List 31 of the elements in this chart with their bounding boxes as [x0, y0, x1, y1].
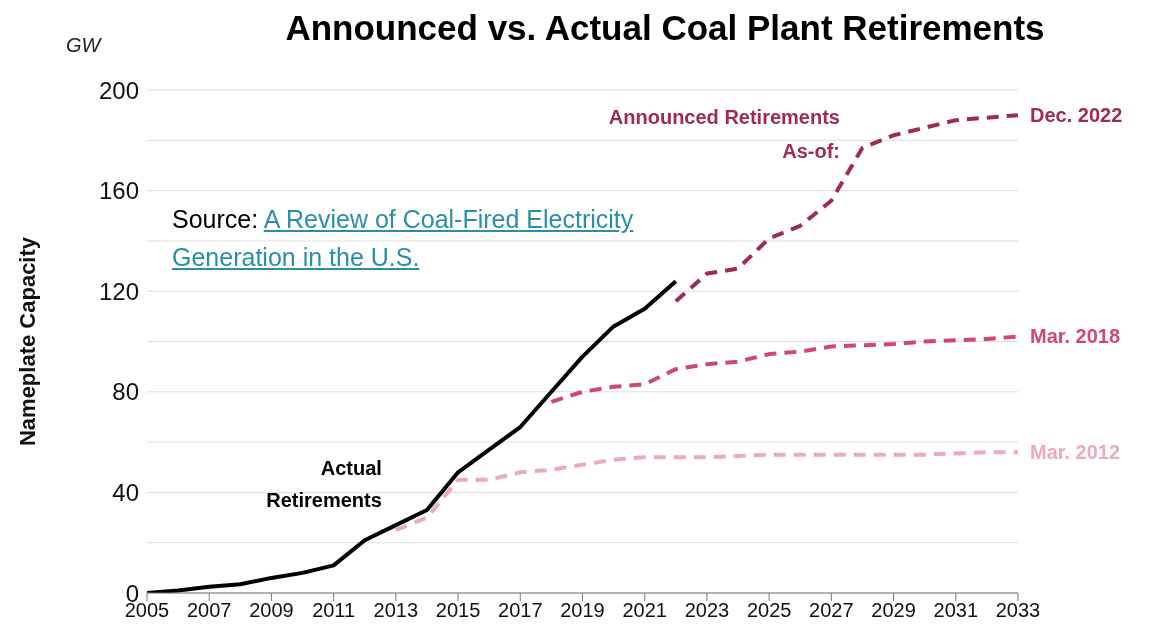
- text: GW: [66, 34, 101, 57]
- y-tick-label: 120: [98, 277, 139, 305]
- line-series: [549, 334, 1018, 404]
- y-axis-title: Nameplate Capacity: [14, 236, 40, 447]
- x-tick-label: 2029: [871, 599, 916, 622]
- x-tick-label: 2007: [186, 599, 232, 622]
- series-label: Dec. 2022: [1030, 104, 1123, 127]
- chart-title: Announced vs. Actual Coal Plant Retirements: [284, 8, 1046, 48]
- y-tick-label: 200: [98, 76, 139, 104]
- x-tick-label: 2013: [373, 599, 419, 622]
- line-series: [393, 450, 1018, 533]
- x-tick-label: 2009: [249, 599, 294, 622]
- x-tick-label: 2011: [312, 599, 356, 622]
- annotation: Announced Retirements As-of:: [607, 105, 840, 164]
- x-tick-label: 2023: [684, 599, 730, 622]
- x-tick-label: 2019: [560, 599, 605, 622]
- series-label: Mar. 2012: [1030, 441, 1121, 464]
- y-tick-label: 40: [112, 478, 139, 506]
- x-tick-label: 2025: [746, 599, 792, 622]
- x-tick-label: 2021: [622, 599, 667, 622]
- x-tick-label: 2033: [995, 599, 1041, 622]
- x-tick-label: 2031: [933, 599, 979, 622]
- series-label: Actual Retirements: [266, 457, 382, 512]
- annotation: Source: A Review of Coal-Fired Electricity Generation in the U.S.: [172, 205, 634, 271]
- x-tick-label: 2015: [435, 599, 481, 622]
- series-label: Mar. 2018: [1030, 325, 1121, 348]
- y-tick-label: 160: [98, 177, 139, 205]
- y-tick-label: 80: [112, 378, 139, 406]
- x-tick-label: 2027: [809, 599, 854, 622]
- line-series: [147, 279, 678, 593]
- x-tick-label: 2017: [498, 599, 543, 622]
